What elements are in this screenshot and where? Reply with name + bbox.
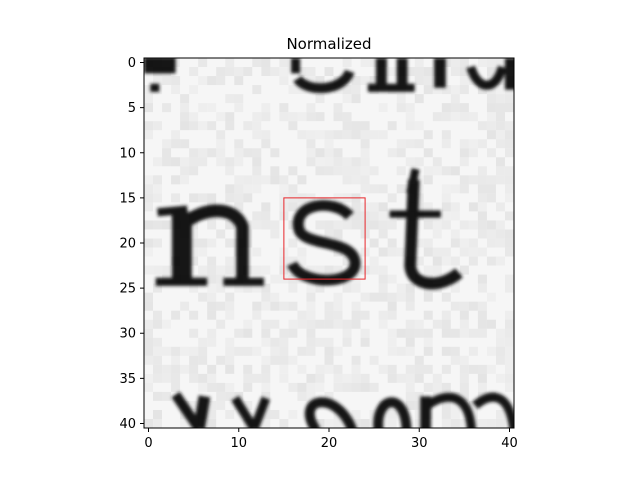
chart-title: Normalized — [286, 35, 371, 53]
y-tick-label: 20 — [119, 237, 136, 252]
y-axis: 0 5 10 15 20 25 30 35 40 — [119, 56, 144, 432]
x-tick-label: 40 — [501, 436, 518, 451]
y-tick-label: 10 — [119, 146, 136, 161]
x-tick-label: 10 — [230, 436, 247, 451]
y-tick-label: 40 — [119, 417, 136, 432]
x-axis: 0 10 20 30 40 — [144, 428, 518, 451]
x-tick-label: 0 — [144, 436, 152, 451]
highlight-box — [283, 197, 366, 280]
y-tick-label: 0 — [128, 56, 136, 71]
y-tick-label: 35 — [119, 372, 136, 387]
y-tick-label: 25 — [119, 282, 136, 297]
y-tick-label: 5 — [128, 101, 136, 116]
heatmap-image — [144, 58, 514, 428]
y-tick-label: 30 — [119, 327, 136, 342]
x-tick-label: 20 — [321, 436, 338, 451]
y-tick-label: 15 — [119, 191, 136, 206]
x-tick-label: 30 — [411, 436, 428, 451]
